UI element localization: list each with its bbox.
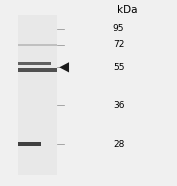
- Bar: [18, 142, 41, 146]
- Bar: [18, 44, 57, 46]
- Bar: [18, 68, 57, 72]
- FancyBboxPatch shape: [18, 15, 57, 175]
- Text: 28: 28: [113, 140, 124, 149]
- Bar: [18, 62, 51, 65]
- Text: kDa: kDa: [117, 5, 138, 15]
- Text: 55: 55: [113, 63, 124, 72]
- Text: 72: 72: [113, 40, 124, 49]
- Text: 95: 95: [113, 24, 124, 33]
- Polygon shape: [59, 62, 69, 72]
- Text: 36: 36: [113, 101, 124, 110]
